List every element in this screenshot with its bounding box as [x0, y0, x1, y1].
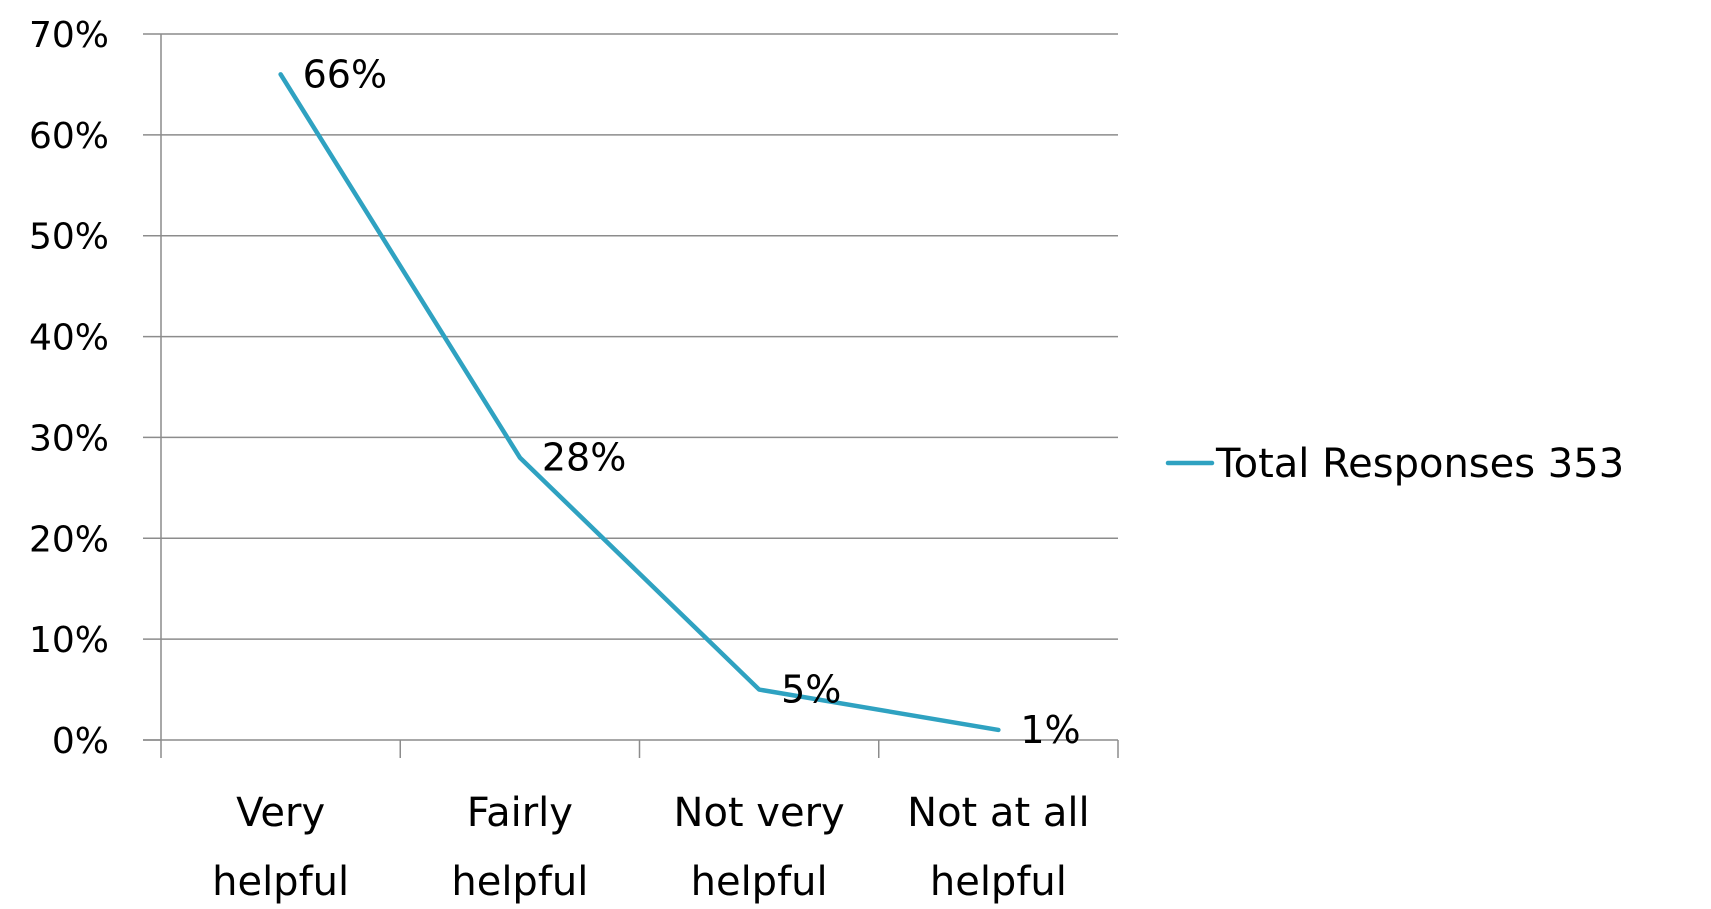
data-label-0: 66% — [303, 52, 387, 96]
y-tick-label-70: 70% — [29, 15, 109, 56]
y-tick-label-50: 50% — [29, 217, 109, 258]
legend: Total Responses 353 — [1165, 441, 1624, 487]
y-tick-label-40: 40% — [29, 318, 109, 359]
y-tick-label-20: 20% — [29, 519, 109, 560]
data-labels: 66% 28% 5% 1% — [303, 52, 1081, 752]
data-label-2: 5% — [781, 668, 841, 712]
x-category-label-2-line-0: Not very — [674, 790, 845, 836]
data-label-1: 28% — [542, 436, 626, 480]
data-label-3: 1% — [1020, 708, 1080, 752]
x-category-label-3-line-1: helpful — [930, 859, 1067, 905]
x-axis-category-labels: Very helpful Fairly helpful Not very helpful N… — [212, 790, 1089, 905]
x-category-label-0-line-0: Very — [236, 790, 325, 836]
y-tick-label-30: 30% — [29, 418, 109, 459]
x-category-label-0-line-1: helpful — [212, 859, 349, 905]
x-category-label-1-line-1: helpful — [451, 859, 588, 905]
axes — [143, 33, 1119, 758]
legend-label-0: Total Responses 353 — [1215, 441, 1624, 487]
x-category-label-3-line-0: Not at all — [907, 790, 1089, 836]
series-line-0 — [278, 72, 1001, 733]
x-category-label-1-line-0: Fairly — [467, 790, 573, 836]
gridlines — [161, 33, 1118, 640]
y-tick-label-0: 0% — [52, 721, 109, 762]
y-tick-label-60: 60% — [29, 116, 109, 157]
y-tick-label-10: 10% — [29, 620, 109, 661]
y-axis-tick-labels: 0% 10% 20% 30% 40% 50% 60% 70% — [29, 15, 109, 762]
series-lines — [278, 72, 1001, 733]
x-category-label-2-line-1: helpful — [691, 859, 828, 905]
